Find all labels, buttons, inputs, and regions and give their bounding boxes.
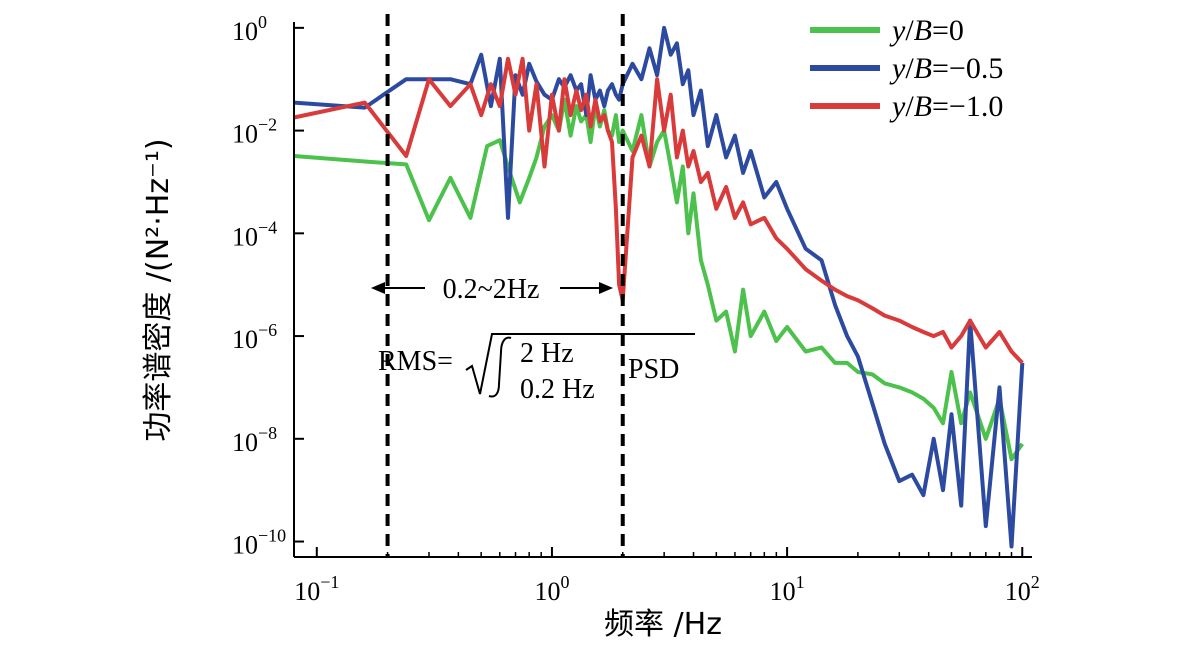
- range-arrowhead-left: [371, 282, 385, 294]
- y-tick-label-3: 10−6: [232, 320, 277, 354]
- range-label: 0.2~2Hz: [443, 274, 540, 305]
- rms-upper-limit: 2 Hz: [520, 338, 574, 369]
- legend-label-0: y/B=0: [889, 14, 964, 47]
- x-tick-label-3: 102: [1005, 572, 1040, 606]
- plot-frame: [293, 22, 1032, 558]
- rms-lower-limit: 0.2 Hz: [520, 374, 595, 405]
- y-tick-label-0: 100: [232, 12, 267, 46]
- rms-prefix: RMS=: [378, 346, 453, 377]
- integral-sign: [488, 336, 512, 398]
- y-tick-label-1: 10−2: [232, 115, 277, 149]
- x-ticks: 10−1 100 101 102: [294, 547, 1040, 606]
- x-tick-label-1: 100: [534, 572, 569, 606]
- x-axis-label: 频率 /Hz: [604, 607, 722, 642]
- y-tick-label-5: 10−10: [232, 526, 286, 560]
- y-axis-label: 功率谱密度 /(N²·Hz⁻¹): [141, 138, 176, 441]
- series-layer: [293, 25, 1025, 549]
- legend-label-1: y/B=−0.5: [889, 52, 1003, 85]
- sqrt-sign: [465, 333, 695, 395]
- y-tick-label-2: 10−4: [232, 217, 277, 251]
- vlines-layer: [385, 14, 625, 557]
- series-line-0: [293, 97, 1024, 462]
- legend: y/B=0 y/B=−0.5 y/B=−1.0: [810, 14, 1003, 123]
- rms-suffix: PSD: [628, 354, 679, 385]
- range-annotation: 0.2~2Hz: [371, 274, 613, 305]
- x-tick-label-0: 10−1: [294, 572, 339, 606]
- legend-label-2: y/B=−1.0: [889, 90, 1003, 123]
- range-arrowhead-right: [599, 282, 613, 294]
- rms-formula: RMS= 2 Hz 0.2 Hz PSD: [378, 333, 695, 405]
- x-tick-label-2: 101: [770, 572, 805, 606]
- series-line-2: [293, 56, 1024, 365]
- y-tick-label-4: 10−8: [232, 423, 277, 457]
